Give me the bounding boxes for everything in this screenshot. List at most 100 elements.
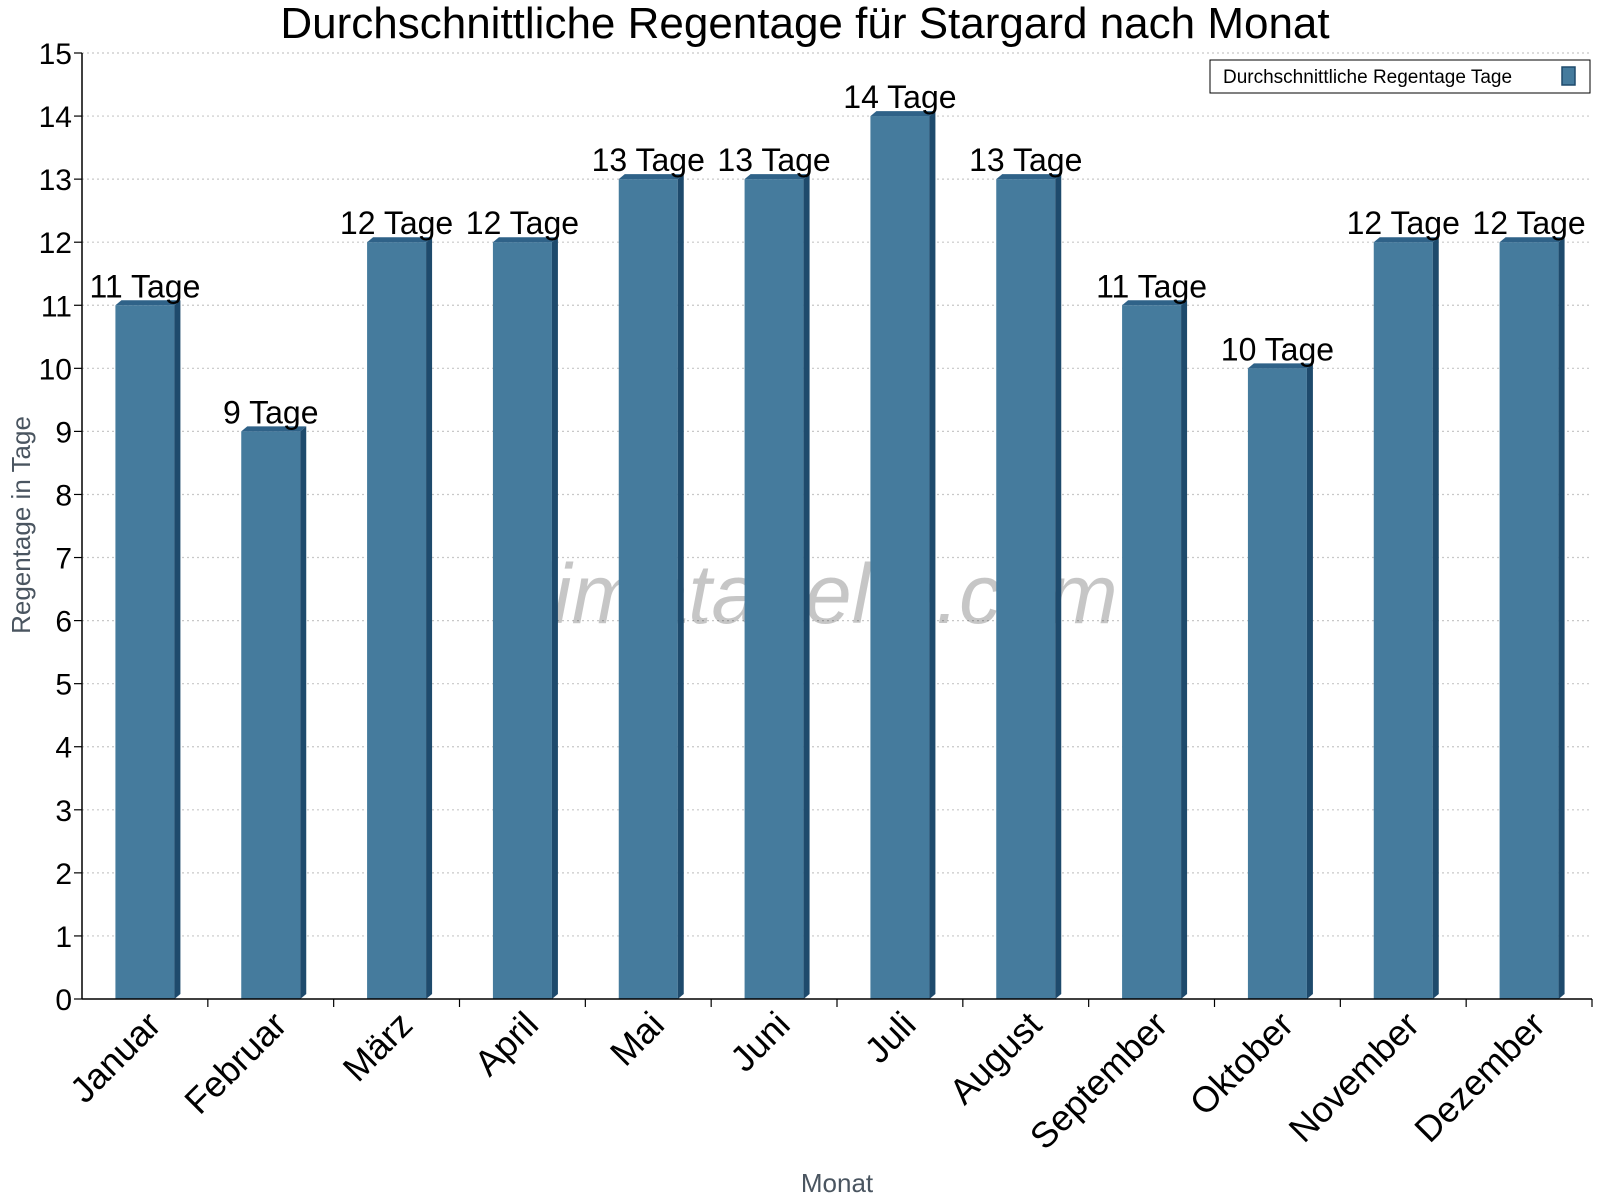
y-tick-label: 8 [55, 479, 72, 512]
bar [241, 426, 307, 999]
bars-layer [115, 111, 1565, 1000]
bar-front [996, 179, 1056, 1000]
x-tick-label: August [941, 1004, 1049, 1112]
bar-front [1122, 305, 1182, 999]
bar-top [618, 174, 684, 180]
y-axis-label: Regentage in Tage [6, 416, 36, 634]
y-tick-label: 1 [55, 921, 72, 954]
legend-entry-swatch [1561, 66, 1576, 86]
x-tick-label: Dezember [1406, 1004, 1552, 1150]
bar-top [996, 174, 1062, 180]
bar-front [1373, 242, 1433, 999]
data-label: 11 Tage [89, 268, 200, 304]
bar [492, 237, 558, 999]
data-label: 14 Tage [843, 79, 956, 115]
bar-front [744, 179, 804, 1000]
y-tick-label: 7 [55, 543, 72, 576]
data-label: 12 Tage [340, 205, 453, 241]
data-label: 13 Tage [592, 142, 705, 178]
x-tick-label: Oktober [1182, 1004, 1302, 1124]
x-tick-label: Juli [856, 1004, 923, 1071]
bar [1122, 300, 1188, 999]
bar-top [744, 174, 810, 180]
data-label: 11 Tage [1096, 268, 1207, 304]
bar-side [929, 111, 936, 1000]
y-tick-label: 11 [41, 290, 72, 323]
bar-front [492, 242, 552, 999]
data-label: 12 Tage [466, 205, 579, 241]
x-tick-label: Februar [176, 1004, 294, 1122]
data-label: 13 Tage [969, 142, 1082, 178]
y-tick-label: 5 [55, 669, 72, 702]
x-tick-label: Juni [722, 1004, 798, 1080]
bar-side [426, 237, 433, 999]
data-label: 9 Tage [223, 394, 319, 430]
bar-side [551, 237, 558, 999]
chart-title: Durchschnittliche Regentage für Stargard… [280, 0, 1329, 48]
legend-entry-label: Durchschnittliche Regentage Tage [1223, 67, 1512, 88]
bar [1499, 237, 1565, 999]
bar [115, 300, 181, 999]
bar-top [870, 111, 936, 117]
y-tick-label: 2 [55, 858, 72, 891]
bar-front [115, 305, 175, 999]
x-tick-label: April [466, 1004, 546, 1084]
bar-top [492, 237, 558, 243]
x-tick-label: November [1280, 1004, 1426, 1150]
x-tick-label: März [335, 1004, 421, 1090]
y-tick-label: 6 [55, 606, 72, 639]
y-tick-label: 3 [55, 795, 72, 828]
bar-side [1306, 363, 1313, 999]
data-label: 12 Tage [1347, 205, 1460, 241]
x-tick-label: Mai [602, 1004, 672, 1074]
bar-front [1247, 368, 1307, 999]
y-tick-label: 10 [39, 353, 72, 386]
y-tick-label: 4 [55, 732, 72, 765]
x-axis-label: Monat [801, 1168, 874, 1198]
bar-side [1055, 174, 1062, 1000]
bar-side [677, 174, 684, 1000]
grid-layer [82, 52, 1592, 937]
data-label: 10 Tage [1221, 331, 1334, 367]
bar-side [1181, 300, 1188, 999]
bar-side [174, 300, 181, 999]
y-tick-label: 15 [39, 38, 72, 71]
y-tick-label: 12 [39, 227, 72, 260]
bar [618, 174, 684, 1000]
y-tick-label: 13 [39, 164, 72, 197]
bar-side [803, 174, 810, 1000]
bar-front [241, 431, 301, 999]
bar-front [367, 242, 427, 999]
bar-side [1558, 237, 1565, 999]
bar-top [1247, 363, 1313, 369]
data-label: 12 Tage [1472, 205, 1585, 241]
bar-top [241, 426, 307, 432]
bar-top [115, 300, 181, 306]
y-tick-label: 14 [39, 101, 72, 134]
bar [870, 111, 936, 1000]
bar-top [1122, 300, 1188, 306]
bar [1247, 363, 1313, 999]
bar-top [1373, 237, 1439, 243]
legend: Durchschnittliche Regentage Tage [1209, 59, 1591, 94]
bar [1373, 237, 1439, 999]
y-tick-label: 9 [55, 416, 72, 449]
bar-side [300, 426, 307, 999]
data-label: 13 Tage [717, 142, 830, 178]
bar-front [870, 116, 930, 1000]
bar [744, 174, 810, 1000]
x-tick-label: September [1022, 1004, 1176, 1158]
bar [996, 174, 1062, 1000]
y-tick-label: 0 [55, 984, 72, 1017]
bar [367, 237, 433, 999]
bar-top [1499, 237, 1565, 243]
bar-front [1499, 242, 1559, 999]
bar-side [1432, 237, 1439, 999]
bar-top [367, 237, 433, 243]
labels-layer: 11 Tage 9 Tage 12 Tage 12 Tage 13 Tage 13 Tag… [89, 79, 1585, 430]
x-tick-label: Januar [62, 1004, 169, 1111]
bar-front [618, 179, 678, 1000]
legend-box [1209, 59, 1591, 94]
